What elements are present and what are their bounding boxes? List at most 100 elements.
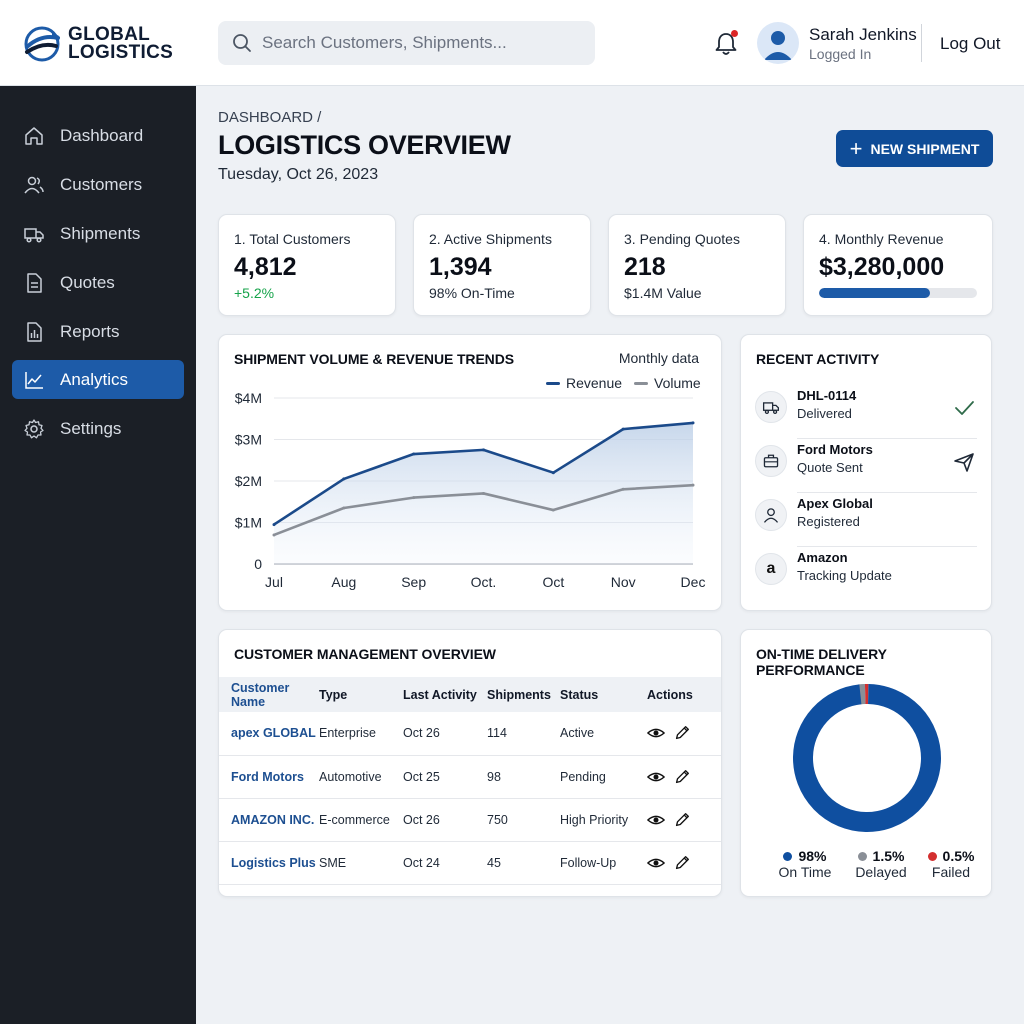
edit-icon[interactable] bbox=[673, 811, 691, 829]
activity-title-text: Ford Motors bbox=[797, 442, 873, 457]
cell-status: Follow-Up bbox=[560, 841, 647, 885]
stat-label: 2. Active Shipments bbox=[429, 231, 552, 247]
sidebar-item-quotes[interactable]: Quotes bbox=[12, 263, 184, 302]
col-last-activity[interactable]: Last Activity bbox=[403, 677, 487, 712]
stat-card-total-customers[interactable]: 1. Total Customers 4,812 +5.2% bbox=[218, 214, 396, 316]
notification-bell-icon[interactable] bbox=[712, 30, 740, 58]
activity-sub-text: Tracking Update bbox=[797, 568, 892, 583]
activity-title-text: Apex Global bbox=[797, 496, 873, 511]
sidebar-item-label: Analytics bbox=[60, 369, 129, 389]
sidebar-item-customers[interactable]: Customers bbox=[12, 165, 184, 204]
col-actions: Actions bbox=[647, 677, 721, 712]
data-point-volume bbox=[691, 483, 695, 487]
send-icon bbox=[954, 453, 974, 472]
activity-sub-text: Delivered bbox=[797, 406, 852, 421]
y-tick-label: 0 bbox=[254, 556, 262, 572]
cell-status: Pending bbox=[560, 755, 647, 799]
table-row[interactable]: Logistics Plus SME Oct 24 45 Follow-Up bbox=[219, 841, 721, 885]
col-status[interactable]: Status bbox=[560, 677, 647, 712]
stat-card-monthly-revenue[interactable]: 4. Monthly Revenue $3,280,000 bbox=[803, 214, 993, 316]
stat-sub: 98% On-Time bbox=[429, 285, 515, 301]
data-point-revenue bbox=[551, 471, 555, 475]
table-row[interactable]: apex GLOBAL Enterprise Oct 26 114 Active bbox=[219, 712, 721, 756]
view-icon[interactable] bbox=[647, 811, 665, 829]
cell-shipments: 98 bbox=[487, 755, 560, 799]
activity-sub-text: Quote Sent bbox=[797, 460, 863, 475]
edit-icon[interactable] bbox=[673, 854, 691, 872]
y-tick-label: $4M bbox=[235, 390, 262, 406]
view-icon[interactable] bbox=[647, 724, 665, 742]
sidebar-item-label: Settings bbox=[60, 418, 122, 438]
cell-shipments: 45 bbox=[487, 841, 560, 885]
legend-dot bbox=[857, 851, 867, 861]
edit-icon[interactable] bbox=[673, 724, 691, 742]
top-header: GLOBAL LOGISTICS Sarah Jenkins Logged In… bbox=[0, 0, 1024, 86]
y-tick-label: $3M bbox=[235, 432, 262, 448]
legend-delayed: 1.5% Delayed bbox=[841, 848, 921, 880]
legend-dot bbox=[783, 851, 793, 861]
cell-actions bbox=[647, 841, 721, 885]
briefcase-icon bbox=[755, 445, 787, 477]
data-point-volume bbox=[621, 487, 625, 491]
revenue-progress-bar bbox=[819, 288, 977, 298]
search-input[interactable] bbox=[262, 33, 562, 53]
cell-last-activity: Oct 24 bbox=[403, 841, 487, 885]
y-tick-label: $2M bbox=[235, 473, 262, 489]
activity-item-dhl[interactable]: DHL-0114 Delivered bbox=[755, 385, 977, 439]
legend-volume: Volume bbox=[634, 375, 701, 391]
new-shipment-button[interactable]: + NEW SHIPMENT bbox=[836, 130, 993, 167]
recent-activity-card: RECENT ACTIVITY DHL-0114 Delivered Ford … bbox=[740, 334, 992, 611]
sidebar-item-label: Quotes bbox=[60, 272, 115, 292]
table-row[interactable]: AMAZON INC. E-commerce Oct 26 750 High P… bbox=[219, 798, 721, 842]
stat-value: 4,812 bbox=[234, 253, 297, 281]
edit-icon[interactable] bbox=[673, 768, 691, 786]
activity-item-apex[interactable]: Apex Global Registered bbox=[755, 493, 977, 547]
amazon-icon: a bbox=[755, 553, 787, 585]
x-tick-label: Dec bbox=[681, 574, 706, 590]
legend-label: Failed bbox=[931, 864, 971, 880]
breadcrumb[interactable]: DASHBOARD / bbox=[218, 109, 322, 126]
customer-name-link[interactable]: apex GLOBAL bbox=[219, 712, 319, 756]
users-icon bbox=[24, 176, 44, 193]
truck-icon bbox=[24, 227, 44, 243]
cell-last-activity: Oct 25 bbox=[403, 755, 487, 799]
activity-item-amazon[interactable]: a Amazon Tracking Update bbox=[755, 547, 977, 601]
new-shipment-label: NEW SHIPMENT bbox=[870, 140, 980, 157]
stat-card-pending-quotes[interactable]: 3. Pending Quotes 218 $1.4M Value bbox=[608, 214, 786, 316]
avatar[interactable] bbox=[757, 22, 799, 64]
sidebar-item-shipments[interactable]: Shipments bbox=[12, 214, 184, 253]
table-row[interactable]: Ford Motors Automotive Oct 25 98 Pending bbox=[219, 755, 721, 799]
delivery-performance-card: ON-TIME DELIVERY PERFORMANCE 98% On Time… bbox=[740, 629, 992, 897]
customer-name-link[interactable]: AMAZON INC. bbox=[219, 798, 319, 842]
sidebar-item-reports[interactable]: Reports bbox=[12, 312, 184, 351]
stat-card-active-shipments[interactable]: 2. Active Shipments 1,394 98% On-Time bbox=[413, 214, 591, 316]
x-tick-label: Aug bbox=[331, 574, 356, 590]
col-shipments[interactable]: Shipments bbox=[487, 677, 560, 712]
logout-button[interactable]: Log Out bbox=[940, 34, 1001, 53]
legend-revenue: Revenue bbox=[546, 375, 622, 391]
user-status: Logged In bbox=[809, 46, 872, 62]
customer-name-link[interactable]: Ford Motors bbox=[219, 755, 319, 799]
view-icon[interactable] bbox=[647, 768, 665, 786]
col-type[interactable]: Type bbox=[319, 677, 403, 712]
stat-change: +5.2% bbox=[234, 285, 275, 301]
sidebar-item-analytics[interactable]: Analytics bbox=[12, 360, 184, 399]
view-icon[interactable] bbox=[647, 854, 665, 872]
trends-chart-card: SHIPMENT VOLUME & REVENUE TRENDS Monthly… bbox=[218, 334, 722, 611]
sidebar-item-settings[interactable]: Settings bbox=[12, 409, 184, 448]
sidebar: Dashboard Customers Shipments Quotes Rep… bbox=[0, 86, 196, 1024]
truck-icon bbox=[755, 391, 787, 423]
legend-label: Delayed bbox=[855, 864, 907, 880]
customer-name-link[interactable]: Logistics Plus bbox=[219, 841, 319, 885]
data-point-revenue bbox=[482, 448, 485, 452]
col-customer-name[interactable]: Customer Name bbox=[219, 677, 319, 712]
activity-sub-text: Registered bbox=[797, 514, 860, 529]
activity-item-ford[interactable]: Ford Motors Quote Sent bbox=[755, 439, 977, 493]
logo[interactable]: GLOBAL LOGISTICS bbox=[22, 24, 173, 64]
cell-type: Enterprise bbox=[319, 712, 403, 756]
gear-icon bbox=[24, 418, 44, 438]
data-point-revenue bbox=[342, 477, 346, 481]
search-bar[interactable] bbox=[218, 21, 595, 65]
chart-title: SHIPMENT VOLUME & REVENUE TRENDS bbox=[234, 351, 514, 367]
sidebar-item-dashboard[interactable]: Dashboard bbox=[12, 116, 184, 155]
